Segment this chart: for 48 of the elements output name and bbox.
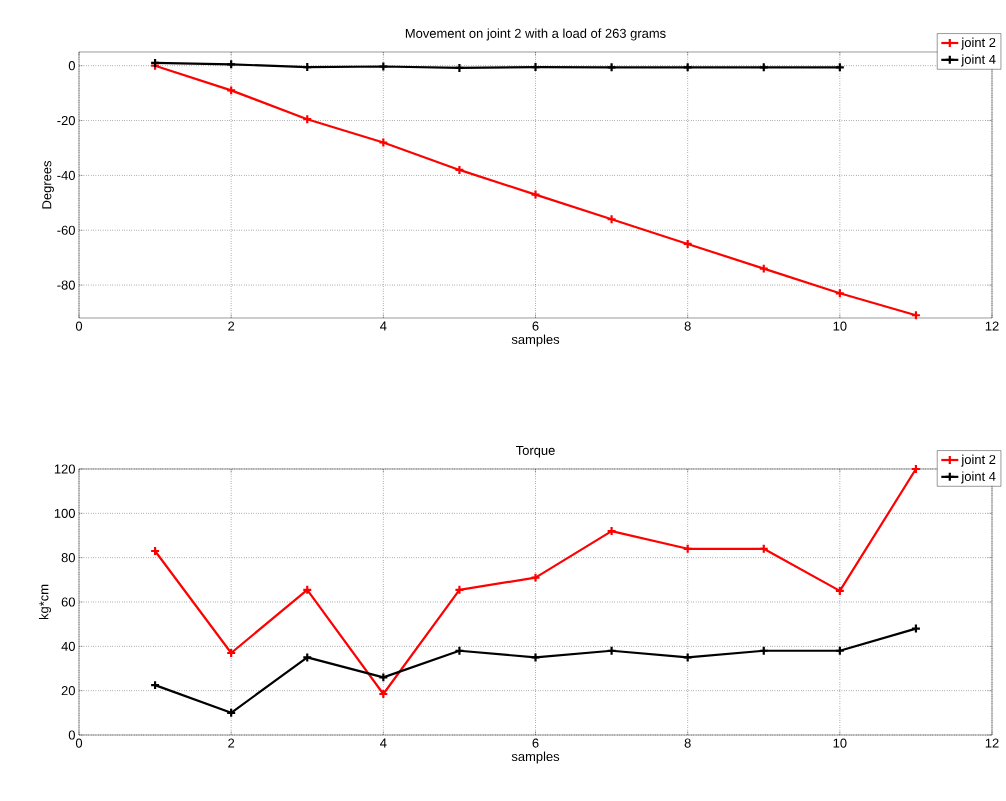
point (302, 652, 313, 663)
point (606, 62, 617, 73)
legend-label: joint 2 (961, 37, 996, 50)
x-tick-label: 2 (228, 738, 235, 748)
legend-label: joint 2 (961, 454, 996, 467)
y-tick-label: 40 (61, 641, 75, 651)
point (378, 61, 389, 72)
legend-label: joint 4 (961, 471, 996, 484)
x-tick-label: 12 (985, 321, 999, 331)
chart-title: Torque (516, 445, 555, 458)
y-tick-label: 80 (61, 553, 75, 563)
point (682, 652, 693, 663)
x-tick-label: 0 (75, 321, 83, 331)
y-axis-title: Degrees (42, 160, 54, 209)
point (378, 137, 389, 148)
x-tick-label: 6 (532, 738, 539, 748)
x-tick-label: 8 (684, 738, 691, 748)
y-axis-title: kg*cm (38, 584, 52, 620)
point (530, 652, 541, 663)
x-axis-title: samples (511, 751, 560, 764)
point (606, 214, 617, 225)
y-tick-label: 0 (68, 61, 75, 71)
y-tick-label: -80 (57, 280, 75, 290)
x-tick-label: 8 (684, 321, 691, 331)
point (454, 645, 465, 656)
point (454, 584, 465, 595)
x-tick-label: 4 (380, 738, 387, 748)
y-tick-label: -20 (57, 115, 75, 126)
x-tick-label: 12 (985, 738, 999, 748)
x-tick-label: 4 (380, 321, 387, 331)
legend-label: joint 4 (961, 54, 996, 67)
x-tick-label: 2 (228, 321, 235, 331)
point (606, 645, 617, 656)
y-tick-label: -40 (57, 170, 75, 180)
x-tick-label: 0 (75, 738, 83, 748)
y-tick-label: -60 (57, 225, 75, 235)
y-tick-label: 20 (61, 686, 75, 696)
y-tick-label: 60 (61, 597, 75, 607)
chart-title: Movement on joint 2 with a load of 263 grams (405, 28, 666, 41)
y-tick-label: 0 (68, 730, 75, 740)
y-tick-label: 120 (54, 464, 75, 474)
x-tick-label: 10 (833, 321, 847, 331)
point (530, 572, 541, 583)
y-tick-label: 100 (54, 508, 75, 518)
x-tick-label: 10 (833, 738, 847, 748)
point (530, 189, 541, 200)
x-tick-label: 6 (532, 321, 539, 331)
x-axis-title: samples (511, 334, 560, 347)
